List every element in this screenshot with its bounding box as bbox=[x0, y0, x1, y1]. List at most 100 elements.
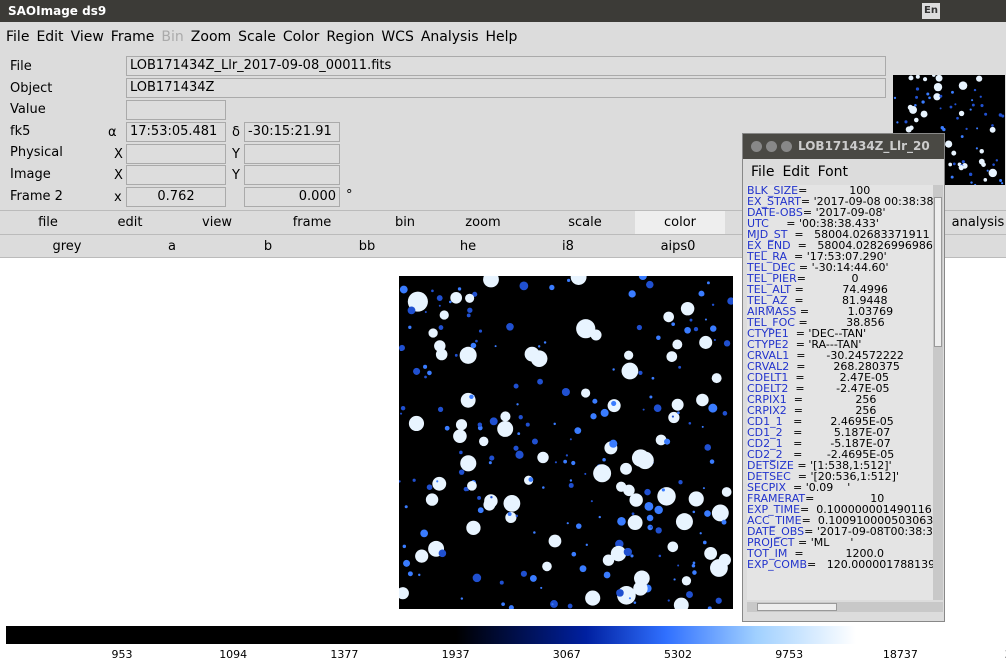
header-menu-item[interactable]: Font bbox=[817, 164, 849, 180]
header-line: BLK_SIZE= 100 bbox=[747, 185, 933, 196]
button[interactable]: bin bbox=[394, 215, 416, 230]
menu-item[interactable]: Analysis bbox=[420, 29, 479, 45]
colormap-button[interactable]: aips0 bbox=[660, 239, 696, 254]
colormap-button[interactable]: a bbox=[168, 239, 176, 254]
star bbox=[469, 394, 474, 399]
star bbox=[691, 563, 696, 568]
star bbox=[978, 158, 985, 165]
star bbox=[667, 541, 679, 553]
star bbox=[472, 573, 482, 583]
vertical-scrollbar[interactable] bbox=[933, 185, 943, 600]
zoom-field: 0.762 bbox=[126, 187, 226, 207]
image-frame[interactable] bbox=[396, 269, 735, 613]
header-value: = '[20:536,1:512]' bbox=[790, 470, 899, 483]
star bbox=[524, 346, 540, 362]
header-line: CDELT1 = 2.47E-05 bbox=[747, 372, 933, 383]
menu-item[interactable]: Frame bbox=[110, 29, 155, 45]
header-key: CRVAL2 bbox=[747, 360, 790, 373]
star bbox=[950, 175, 954, 179]
menu-item[interactable]: Edit bbox=[36, 29, 64, 45]
keyboard-indicator[interactable]: En bbox=[922, 3, 940, 19]
header-line: DETSEC = '[20:536,1:512]' bbox=[747, 471, 933, 482]
star bbox=[581, 388, 591, 398]
title-bar: SAOImage ds9 En bbox=[0, 0, 1006, 22]
button[interactable]: view bbox=[202, 215, 232, 230]
colormap-button[interactable]: bb bbox=[358, 239, 376, 254]
menu-item[interactable]: WCS bbox=[381, 29, 414, 45]
star bbox=[616, 481, 627, 492]
maximize-button[interactable] bbox=[781, 141, 792, 152]
star bbox=[988, 168, 997, 178]
info-label: Object bbox=[10, 80, 53, 96]
close-button[interactable] bbox=[751, 141, 762, 152]
button[interactable]: frame bbox=[292, 215, 332, 230]
menu-item[interactable]: Scale bbox=[238, 29, 276, 45]
menu-item[interactable]: Zoom bbox=[190, 29, 232, 45]
button[interactable]: color bbox=[635, 211, 725, 235]
header-line: CRPIX1 = 256 bbox=[747, 394, 933, 405]
colormap-button[interactable]: grey bbox=[52, 239, 82, 254]
button[interactable]: edit bbox=[117, 215, 143, 230]
star bbox=[593, 464, 612, 483]
header-menu-item[interactable]: Edit bbox=[782, 164, 810, 180]
horizontal-scrollbar[interactable] bbox=[747, 602, 943, 612]
menu-item[interactable]: File bbox=[6, 29, 30, 45]
header-value: = '00:38:38.433' bbox=[768, 217, 879, 230]
star bbox=[651, 376, 655, 380]
menu-item[interactable]: Region bbox=[326, 29, 375, 45]
star bbox=[642, 408, 645, 411]
star bbox=[431, 289, 434, 293]
star bbox=[602, 457, 606, 462]
header-line: TEL_ALT = 74.4996 bbox=[747, 284, 933, 295]
star bbox=[458, 469, 465, 475]
header-value: = 0.100000001490116 bbox=[800, 503, 932, 516]
star bbox=[958, 81, 968, 90]
minimize-button[interactable] bbox=[766, 141, 777, 152]
star bbox=[415, 549, 429, 563]
star bbox=[722, 411, 728, 416]
star bbox=[654, 505, 663, 515]
menu-item[interactable]: Bin bbox=[161, 29, 184, 45]
star bbox=[428, 328, 438, 338]
star bbox=[612, 368, 615, 371]
star bbox=[569, 479, 573, 482]
star bbox=[678, 480, 683, 485]
star bbox=[933, 93, 941, 101]
scroll-thumb[interactable] bbox=[934, 197, 942, 347]
star bbox=[661, 488, 665, 492]
star bbox=[971, 99, 974, 102]
star bbox=[551, 603, 554, 606]
star bbox=[644, 488, 651, 496]
star bbox=[402, 544, 407, 549]
header-line: EXP_COMB= 120.000001788139 bbox=[747, 559, 933, 570]
star bbox=[477, 495, 481, 500]
star bbox=[723, 340, 731, 347]
star bbox=[678, 365, 682, 369]
button[interactable]: analysis bbox=[951, 215, 1005, 230]
header-key: ACC_TIME bbox=[747, 514, 802, 527]
colormap-button[interactable]: b bbox=[263, 239, 273, 254]
header-value: = 10 bbox=[805, 492, 885, 505]
star bbox=[569, 438, 572, 441]
star bbox=[490, 496, 493, 499]
button[interactable]: zoom bbox=[465, 215, 501, 230]
header-value: = -2.4695E-05 bbox=[782, 448, 895, 461]
star bbox=[667, 599, 670, 602]
star bbox=[688, 491, 704, 507]
button[interactable]: file bbox=[38, 215, 58, 230]
header-key: DATE_OBS bbox=[747, 525, 805, 538]
star bbox=[426, 484, 433, 490]
colormap-button[interactable]: he bbox=[459, 239, 477, 254]
header-value: = 38.856 bbox=[794, 316, 885, 329]
header-value: = 74.4996 bbox=[791, 283, 888, 296]
colormap-button[interactable]: i8 bbox=[562, 239, 574, 254]
menu-item[interactable]: Help bbox=[485, 29, 518, 45]
star bbox=[477, 507, 484, 514]
menu-item[interactable]: View bbox=[70, 29, 104, 45]
menu-item[interactable]: Color bbox=[282, 29, 320, 45]
button[interactable]: scale bbox=[568, 215, 602, 230]
hscroll-thumb[interactable] bbox=[757, 603, 837, 611]
star bbox=[952, 162, 956, 166]
header-menu-item[interactable]: File bbox=[751, 164, 775, 180]
colorbar-label: 9753 bbox=[775, 648, 804, 661]
